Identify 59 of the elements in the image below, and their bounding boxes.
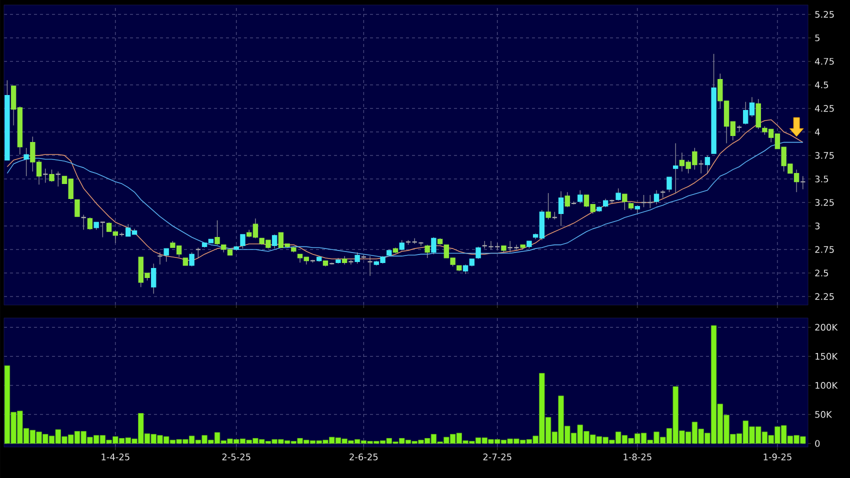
candlestick [151, 263, 156, 294]
candlestick [24, 148, 29, 176]
candlestick [164, 248, 169, 262]
candlestick [476, 246, 481, 260]
x-tick-label: 1-9-25 [764, 454, 792, 460]
candlestick [240, 234, 246, 249]
candlestick [666, 176, 672, 192]
candlestick [74, 199, 80, 217]
candlestick [157, 252, 163, 265]
candlestick [616, 188, 621, 201]
y-tick-label: 5 [815, 34, 820, 42]
y-tick-label: 5.25 [815, 10, 834, 18]
candlestick [399, 240, 404, 251]
candlestick [348, 260, 354, 265]
candlestick [100, 222, 106, 238]
y-tick-label: 3.25 [815, 199, 834, 206]
x-tick-label: 1-8-25 [624, 454, 652, 460]
candlestick [367, 256, 373, 276]
y-tick-label: 2.75 [815, 246, 834, 253]
candlestick [87, 217, 93, 230]
y-tick-label: 150K [816, 352, 838, 360]
candlestick [698, 160, 704, 174]
y-tick-label: 100K [816, 382, 838, 389]
y-tick-label: 3 [815, 222, 820, 230]
candlestick [756, 98, 761, 130]
y-tick-label: 3.5 [815, 176, 828, 182]
candlestick [673, 142, 678, 194]
y-tick-label: 0 [815, 440, 820, 447]
candlestick [424, 244, 430, 258]
x-tick-label: 2-6-25 [350, 454, 378, 460]
y-tick-label: 4.25 [814, 105, 834, 112]
y-tick-label: 4.5 [814, 82, 828, 88]
y-tick-label: 3.75 [815, 152, 834, 159]
x-tick-label: 2-5-25 [222, 454, 250, 460]
candlestick [55, 171, 62, 187]
x-tick-label: 2-7-25 [483, 454, 512, 460]
candlestick [431, 236, 436, 254]
y-tick-label: 50K [815, 411, 832, 418]
candlestick [189, 252, 194, 267]
candlestick [558, 190, 564, 226]
candlestick [418, 242, 424, 246]
y-tick-label: 4.75 [814, 58, 834, 65]
candlestick [272, 234, 278, 249]
candlestick [80, 214, 86, 230]
candlestick [578, 190, 583, 204]
candlestick [654, 190, 660, 205]
candlestick [622, 194, 628, 210]
candlestick [609, 199, 615, 203]
candlestick [640, 194, 647, 208]
candlestick [800, 176, 806, 190]
candlestick [42, 168, 48, 184]
candlestick [214, 220, 220, 246]
candlestick [195, 247, 202, 258]
y-tick-label: 2.5 [815, 270, 828, 276]
y-tick-label: 2.25 [815, 293, 834, 300]
y-tick-label: 200K [815, 324, 838, 331]
candlestick [647, 194, 654, 208]
x-tick-label: 1-4-25 [102, 454, 130, 460]
y-tick-label: 4 [814, 128, 820, 136]
